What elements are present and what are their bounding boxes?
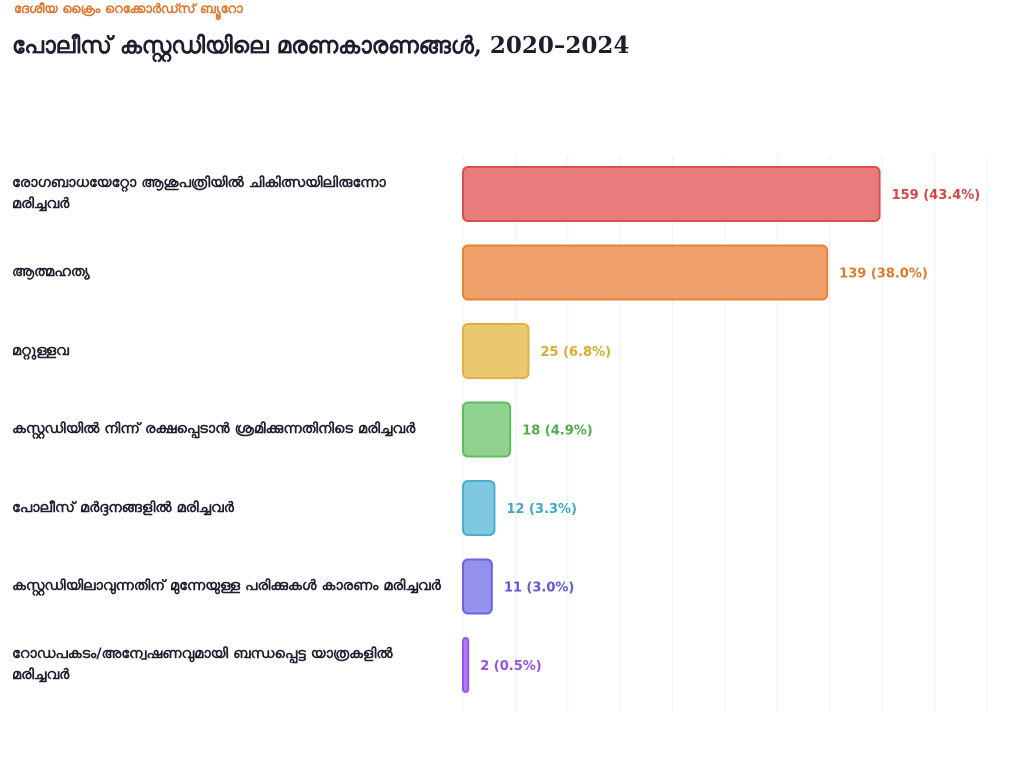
bar	[462, 558, 493, 615]
bar	[462, 244, 829, 301]
bar	[462, 323, 530, 379]
value-label: 2 (0.5%)	[480, 659, 542, 674]
category-label: കസ്റ്റഡിയിലാവുന്നതിന് മുന്നേയുള്ള പരിക്ക…	[12, 578, 441, 594]
source-label: ദേശീയ ക്രൈം റെക്കോർഡ്സ് ബ്യൂറോ	[14, 2, 243, 17]
category-label: പോലീസ് മർദ്ദനങ്ങളിൽ മരിച്ചവർ	[12, 499, 234, 516]
value-label: 25 (6.8%)	[541, 345, 612, 360]
category-label: രോഗബാധയേറ്റോ ആശുപത്രിയിൽ ചികിത്സയിലിരുന്…	[12, 175, 386, 212]
value-label: 139 (38.0%)	[839, 267, 928, 282]
value-label: 18 (4.9%)	[522, 424, 593, 439]
value-labels: 159 (43.4%) 139 (38.0%) 25 (6.8%) 18 (4.9%)…	[480, 188, 980, 674]
category-label: ആത്മഹത്യ	[12, 264, 90, 280]
bar	[462, 166, 881, 222]
category-label: കസ്റ്റഡിയിൽ നിന്ന് രക്ഷപ്പെടാൻ ശ്രമിക്കു…	[12, 421, 416, 437]
chart-title: പോലീസ് കസ്റ്റഡിയിലെ മരണകാരണങ്ങൾ, 2020–20…	[12, 32, 630, 59]
value-label: 11 (3.0%)	[504, 581, 575, 596]
bar	[462, 401, 512, 458]
category-label: റോഡപകടം/അന്വേഷണവുമായി ബന്ധപ്പെട്ട യാത്രക…	[12, 646, 393, 683]
bar	[462, 480, 496, 536]
bar	[462, 637, 470, 693]
value-label: 159 (43.4%)	[892, 188, 981, 203]
value-label: 12 (3.3%)	[506, 502, 577, 517]
category-label: മറ്റുള്ളവ	[12, 342, 69, 359]
bars	[462, 166, 881, 693]
